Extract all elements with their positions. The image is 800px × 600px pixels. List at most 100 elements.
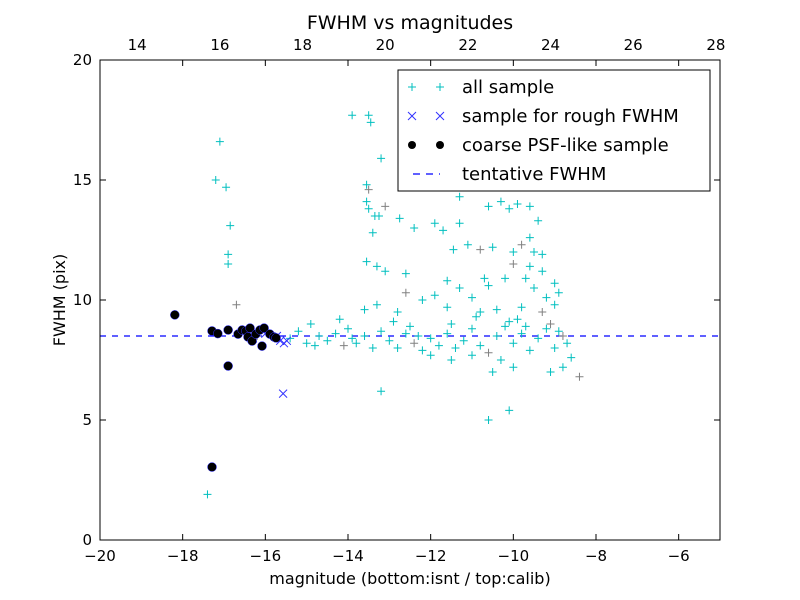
all-sample-point xyxy=(401,329,410,338)
all-sample-point xyxy=(542,293,551,302)
all-sample-point xyxy=(389,317,398,326)
all-sample-point xyxy=(521,274,530,283)
legend-label: coarse PSF-like sample xyxy=(462,135,669,156)
all-sample-point xyxy=(476,341,485,350)
all-sample-point xyxy=(554,327,563,336)
all-sample-point xyxy=(554,288,563,297)
all-sample-point xyxy=(563,339,572,348)
legend-item: tentative FWHM xyxy=(413,164,606,185)
psf-like-point xyxy=(223,361,233,371)
all-sample-point xyxy=(484,281,493,290)
all-sample-point xyxy=(534,216,543,225)
legend-x-icon xyxy=(435,111,445,121)
all-sample-point xyxy=(509,248,518,256)
all-sample-point xyxy=(517,303,526,312)
all-sample-point xyxy=(525,262,534,271)
all-sample-point xyxy=(443,303,452,312)
all-sample-point xyxy=(360,332,369,340)
all-sample-point xyxy=(364,111,373,120)
axis-ticks: −20 −18 −16 −14 −12 −10 −8 −6 14 16 18 20 22 24 26 28 0 5… xyxy=(73,36,726,565)
chart-title: FWHM vs magnitudes xyxy=(307,12,513,34)
all-sample-point xyxy=(352,339,361,348)
all-sample-point xyxy=(434,341,443,350)
legend-box xyxy=(397,69,711,192)
all-sample-point xyxy=(567,353,576,362)
all-sample-point xyxy=(410,339,419,348)
all-sample-point xyxy=(530,248,538,256)
all-sample-point xyxy=(443,329,452,338)
all-sample-point xyxy=(310,341,319,350)
all-sample-point xyxy=(505,406,514,415)
all-sample-point xyxy=(525,202,534,211)
all-sample-point xyxy=(375,212,383,220)
legend-item: all sample xyxy=(408,77,554,98)
all-sample-point xyxy=(484,416,493,424)
plot-area xyxy=(100,111,720,499)
all-sample-point xyxy=(468,351,476,360)
legend-item: coarse PSF-like sample xyxy=(408,135,669,156)
top-x-tick-label: 18 xyxy=(293,36,312,54)
all-sample-point xyxy=(344,324,352,333)
all-sample-point xyxy=(488,243,497,252)
all-sample-point xyxy=(377,327,386,336)
y-tick-label: 0 xyxy=(82,531,92,549)
all-sample-point xyxy=(401,288,410,297)
all-sample-point xyxy=(362,180,371,189)
top-x-tick-label: 26 xyxy=(624,36,643,54)
all-sample-point xyxy=(455,284,464,292)
all-sample-point xyxy=(410,224,419,232)
all-sample-point xyxy=(348,334,357,343)
all-sample-point xyxy=(459,336,468,345)
top-x-tick-label: 14 xyxy=(128,36,147,54)
all-sample-point xyxy=(530,284,538,292)
all-sample-point xyxy=(538,267,547,276)
plot-frame xyxy=(99,59,721,541)
x-tick-label: −14 xyxy=(332,547,364,565)
x-tick-label: −18 xyxy=(167,547,199,565)
all-sample-point xyxy=(484,348,493,357)
all-sample-point xyxy=(222,183,231,192)
x-tick-label: −20 xyxy=(84,547,116,565)
all-sample-point xyxy=(525,233,534,242)
psf-like-point xyxy=(207,462,217,472)
all-sample-point xyxy=(302,339,311,348)
all-sample-point xyxy=(393,308,402,316)
all-sample-point xyxy=(517,329,526,338)
all-sample-point xyxy=(517,240,526,249)
all-sample-point xyxy=(306,320,315,328)
y-tick-label: 20 xyxy=(73,51,92,69)
all-sample-point xyxy=(468,293,476,302)
all-sample-point xyxy=(360,305,369,314)
all-sample-point xyxy=(463,240,472,249)
all-sample-point xyxy=(538,308,547,316)
legend-dot-icon xyxy=(408,141,416,149)
all-sample-point xyxy=(426,351,435,360)
all-sample-point xyxy=(418,296,427,304)
psf-like-point xyxy=(213,328,223,339)
y-axis-label: FWHM (pix) xyxy=(50,254,69,347)
y-tick-label: 10 xyxy=(73,291,92,309)
legend-label: tentative FWHM xyxy=(462,164,606,185)
all-sample-point xyxy=(542,324,551,333)
x-tick-label: −6 xyxy=(668,547,690,565)
all-sample-point xyxy=(406,322,414,331)
all-sample-point xyxy=(538,250,547,259)
all-sample-point xyxy=(550,300,559,309)
all-sample-point xyxy=(232,300,241,309)
all-sample-point xyxy=(286,334,295,343)
psf-like-point xyxy=(259,323,269,333)
all-sample-point xyxy=(381,267,390,276)
all-sample-point xyxy=(226,221,235,230)
all-sample-point xyxy=(488,368,497,376)
legend-x-icon xyxy=(407,111,417,121)
all-sample-point xyxy=(364,204,373,213)
all-sample-point xyxy=(472,312,481,321)
all-sample-point xyxy=(521,322,530,331)
all-sample-point xyxy=(492,332,501,340)
x-tick-label: −10 xyxy=(498,547,530,565)
x-tick-label: −8 xyxy=(585,547,607,565)
all-sample-point xyxy=(377,387,386,396)
all-sample-point xyxy=(395,214,404,223)
all-sample-point xyxy=(315,332,324,340)
all-sample-point xyxy=(393,344,402,352)
